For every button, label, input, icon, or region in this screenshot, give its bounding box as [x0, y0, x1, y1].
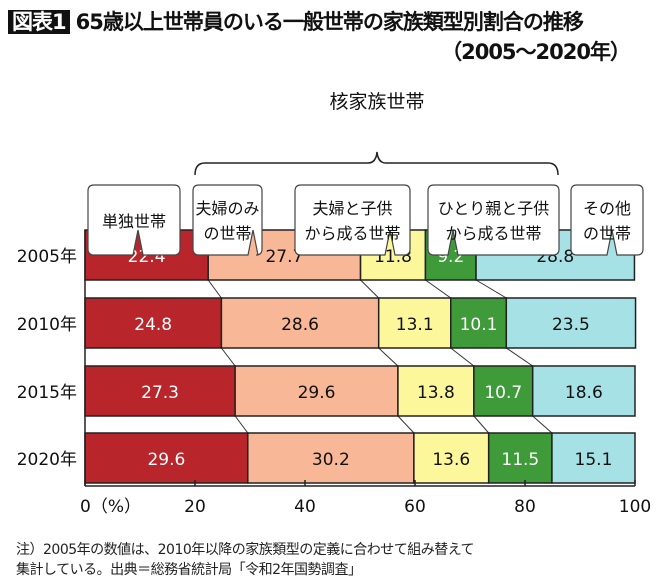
category-label: 2005年 — [17, 247, 77, 267]
connector-line — [532, 415, 553, 434]
connector-line — [360, 279, 380, 299]
data-label: 10.1 — [460, 315, 498, 335]
legend-label: の世帯 — [583, 224, 631, 243]
x-tick-label: 80 — [514, 497, 536, 517]
connector-line — [475, 279, 507, 299]
data-label: 13.8 — [417, 383, 455, 403]
connector-line — [234, 415, 249, 434]
bar-segment — [247, 432, 415, 484]
connector-line — [425, 279, 452, 299]
category-label: 2020年 — [17, 450, 77, 470]
figure-badge: 図表1 — [8, 10, 70, 34]
connector-line — [207, 279, 222, 299]
data-label: 29.6 — [298, 383, 336, 403]
bar-segment — [377, 297, 452, 349]
category-label: 2010年 — [17, 315, 77, 335]
connector-line — [221, 347, 236, 367]
data-label: 15.1 — [575, 450, 613, 470]
bar-segment — [397, 365, 475, 417]
title-text: 65歳以上世帯員のいる一般世帯の家族類型別割合の推移 — [75, 10, 584, 34]
bar-segment — [473, 365, 534, 417]
data-label: 10.7 — [484, 383, 522, 403]
x-tick-label: 60 — [404, 497, 426, 517]
bar-segment — [234, 365, 399, 417]
bar-segment — [450, 297, 508, 349]
legend-callout — [294, 184, 411, 256]
data-label: 23.5 — [552, 315, 590, 335]
legend-callout — [87, 184, 181, 256]
footnote: 注）2005年の数値は、2010年以降の家族類型の定義に合わせて組み替えて 集計… — [16, 540, 475, 580]
group-label: 核家族世帯 — [329, 91, 424, 113]
legend-label: 夫婦のみ — [195, 199, 259, 218]
connector-line — [378, 347, 399, 367]
bar-segment — [505, 297, 637, 349]
data-label: 28.6 — [281, 315, 319, 335]
legend-label: 夫婦と子供 — [312, 199, 392, 218]
connector-line — [473, 415, 490, 434]
footnote-line: 集計している。出典＝総務省統計局「令和2年国勢調査」 — [16, 562, 362, 578]
connector-line — [397, 415, 415, 434]
data-label: 30.2 — [312, 450, 350, 470]
legend-label: から成る世帯 — [304, 224, 400, 243]
legend-callout — [192, 184, 263, 256]
x-tick-label: 40 — [294, 497, 316, 517]
data-label: 29.6 — [147, 450, 185, 470]
bar-segment — [551, 432, 636, 484]
legend-label: ひとり親と子供 — [438, 199, 550, 218]
legend-callout — [427, 184, 560, 256]
x-tick-label: 0（%） — [80, 497, 141, 517]
footnote-line: 注）2005年の数値は、2010年以降の家族類型の定義に合わせて組み替えて — [16, 542, 475, 558]
data-label: 27.7 — [265, 247, 303, 267]
bar-segment — [220, 297, 380, 349]
connector-line — [506, 347, 533, 367]
connector-line — [450, 347, 475, 367]
legend-callout — [570, 184, 644, 256]
bar-segment — [531, 365, 636, 417]
bar-segment — [413, 432, 490, 484]
data-label: 11.5 — [501, 450, 539, 470]
x-tick-label: 100 — [619, 497, 651, 517]
legend-label: その他 — [583, 199, 631, 218]
group-brace — [194, 151, 559, 176]
chart-title: 図表1 65歳以上世帯員のいる一般世帯の家族類型別割合の推移 — [8, 6, 584, 36]
data-label: 13.1 — [396, 315, 434, 335]
category-label: 2015年 — [17, 383, 77, 403]
data-label: 24.8 — [134, 315, 172, 335]
data-label: 27.3 — [141, 383, 179, 403]
legend-label: 単独世帯 — [102, 212, 166, 231]
legend-label: から成る世帯 — [445, 224, 541, 243]
bar-segment — [487, 432, 553, 484]
data-label: 13.6 — [432, 450, 470, 470]
x-tick-label: 20 — [184, 497, 206, 517]
chart-subtitle: （2005〜2020年） — [441, 40, 631, 64]
data-label: 18.6 — [565, 383, 603, 403]
bar-segment — [84, 365, 236, 417]
legend-label: の世帯 — [203, 224, 251, 243]
